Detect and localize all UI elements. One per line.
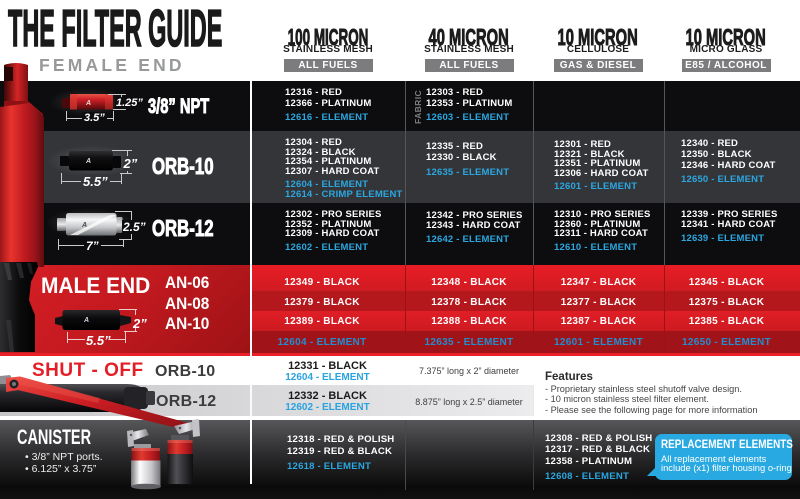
svg-text:A: A [81,222,87,229]
svg-text:A: A [85,100,91,107]
svg-text:A: A [85,158,91,165]
svg-text:A: A [83,317,89,324]
